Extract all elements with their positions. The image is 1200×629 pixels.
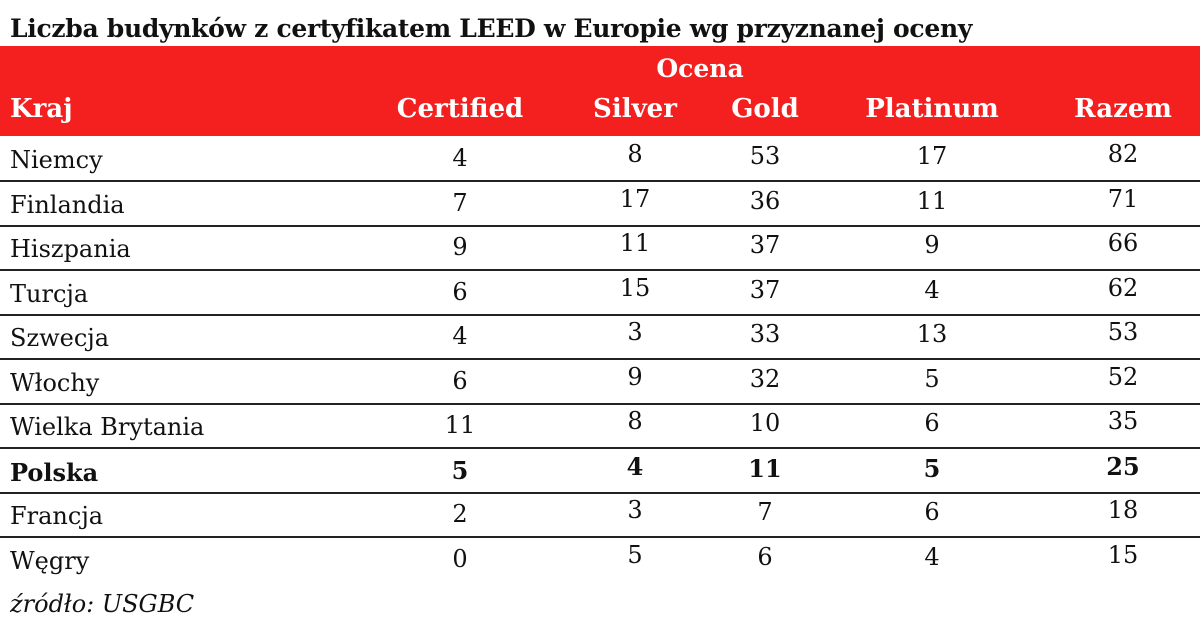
source-note: źródło: USGBC xyxy=(10,590,195,618)
cell-platinum: 5 xyxy=(923,454,941,483)
cell-razem: 53 xyxy=(1107,318,1139,346)
cell-certified: 11 xyxy=(444,411,476,439)
cell-country: Hiszpania xyxy=(10,235,131,263)
cell-gold: 33 xyxy=(749,320,781,348)
column-header-razem: Razem xyxy=(1074,94,1172,124)
cell-gold: 37 xyxy=(749,231,781,259)
table-row: Szwecja 4 3 33 13 53 xyxy=(0,314,1200,360)
cell-certified: 7 xyxy=(452,189,468,217)
cell-silver: 8 xyxy=(627,140,643,168)
group-header-ocena: Ocena xyxy=(656,54,744,83)
cell-platinum: 9 xyxy=(924,231,940,259)
cell-silver: 15 xyxy=(619,274,651,302)
cell-platinum: 4 xyxy=(924,543,940,571)
column-header-gold: Gold xyxy=(731,94,799,124)
cell-certified: 5 xyxy=(451,456,469,485)
cell-country: Włochy xyxy=(10,369,100,397)
cell-razem: 62 xyxy=(1107,274,1139,302)
table-row: Niemcy 4 8 53 17 82 xyxy=(0,136,1200,182)
cell-platinum: 13 xyxy=(916,320,948,348)
table-row: Włochy 6 9 32 5 52 xyxy=(0,359,1200,405)
cell-certified: 4 xyxy=(452,144,468,172)
table-row: Finlandia 7 17 36 11 71 xyxy=(0,181,1200,227)
cell-gold: 37 xyxy=(749,276,781,304)
cell-silver: 5 xyxy=(627,541,643,569)
table-row: Francja 2 3 7 6 18 xyxy=(0,492,1200,538)
cell-certified: 6 xyxy=(452,278,468,306)
cell-gold: 36 xyxy=(749,187,781,215)
column-header-certified: Certified xyxy=(396,94,524,124)
cell-country: Węgry xyxy=(10,547,90,575)
cell-silver: 4 xyxy=(626,452,644,481)
cell-silver: 9 xyxy=(627,363,643,391)
cell-razem: 66 xyxy=(1107,229,1139,257)
table-row: Hiszpania 9 11 37 9 66 xyxy=(0,225,1200,271)
cell-certified: 0 xyxy=(452,545,468,573)
cell-gold: 32 xyxy=(749,365,781,393)
cell-razem: 35 xyxy=(1107,407,1139,435)
cell-silver: 3 xyxy=(627,318,643,346)
cell-gold: 10 xyxy=(749,409,781,437)
column-header-kraj: Kraj xyxy=(10,94,73,124)
cell-platinum: 11 xyxy=(916,187,948,215)
cell-silver: 11 xyxy=(619,229,651,257)
cell-country: Francja xyxy=(10,502,104,530)
cell-gold: 7 xyxy=(757,498,773,526)
table-header: Ocena Kraj Certified Silver Gold Platinu… xyxy=(0,46,1200,136)
table-row: Polska 5 4 11 5 25 xyxy=(0,448,1200,494)
cell-certified: 6 xyxy=(452,367,468,395)
cell-certified: 2 xyxy=(452,500,468,528)
cell-certified: 4 xyxy=(452,322,468,350)
cell-country: Finlandia xyxy=(10,191,125,219)
cell-silver: 3 xyxy=(627,496,643,524)
cell-platinum: 6 xyxy=(924,498,940,526)
cell-gold: 6 xyxy=(757,543,773,571)
cell-razem: 82 xyxy=(1107,140,1139,168)
cell-razem: 15 xyxy=(1107,541,1139,569)
table-row: Turcja 6 15 37 4 62 xyxy=(0,270,1200,316)
cell-razem: 18 xyxy=(1107,496,1139,524)
table-title: Liczba budynków z certyfikatem LEED w Eu… xyxy=(10,14,973,43)
column-header-silver: Silver xyxy=(593,94,677,124)
cell-certified: 9 xyxy=(452,233,468,261)
cell-country: Turcja xyxy=(10,280,89,308)
cell-platinum: 5 xyxy=(924,365,940,393)
table-row: Węgry 0 5 6 4 15 xyxy=(0,537,1200,581)
cell-country: Polska xyxy=(10,458,99,487)
cell-silver: 8 xyxy=(627,407,643,435)
cell-razem: 52 xyxy=(1107,363,1139,391)
cell-platinum: 6 xyxy=(924,409,940,437)
cell-gold: 11 xyxy=(748,454,782,483)
column-header-platinum: Platinum xyxy=(865,94,999,124)
cell-platinum: 17 xyxy=(916,142,948,170)
table-row: Wielka Brytania 11 8 10 6 35 xyxy=(0,403,1200,449)
cell-platinum: 4 xyxy=(924,276,940,304)
cell-razem: 25 xyxy=(1106,452,1140,481)
cell-country: Wielka Brytania xyxy=(10,413,205,441)
cell-razem: 71 xyxy=(1107,185,1139,213)
cell-gold: 53 xyxy=(749,142,781,170)
cell-silver: 17 xyxy=(619,185,651,213)
cell-country: Niemcy xyxy=(10,146,103,174)
cell-country: Szwecja xyxy=(10,324,110,352)
